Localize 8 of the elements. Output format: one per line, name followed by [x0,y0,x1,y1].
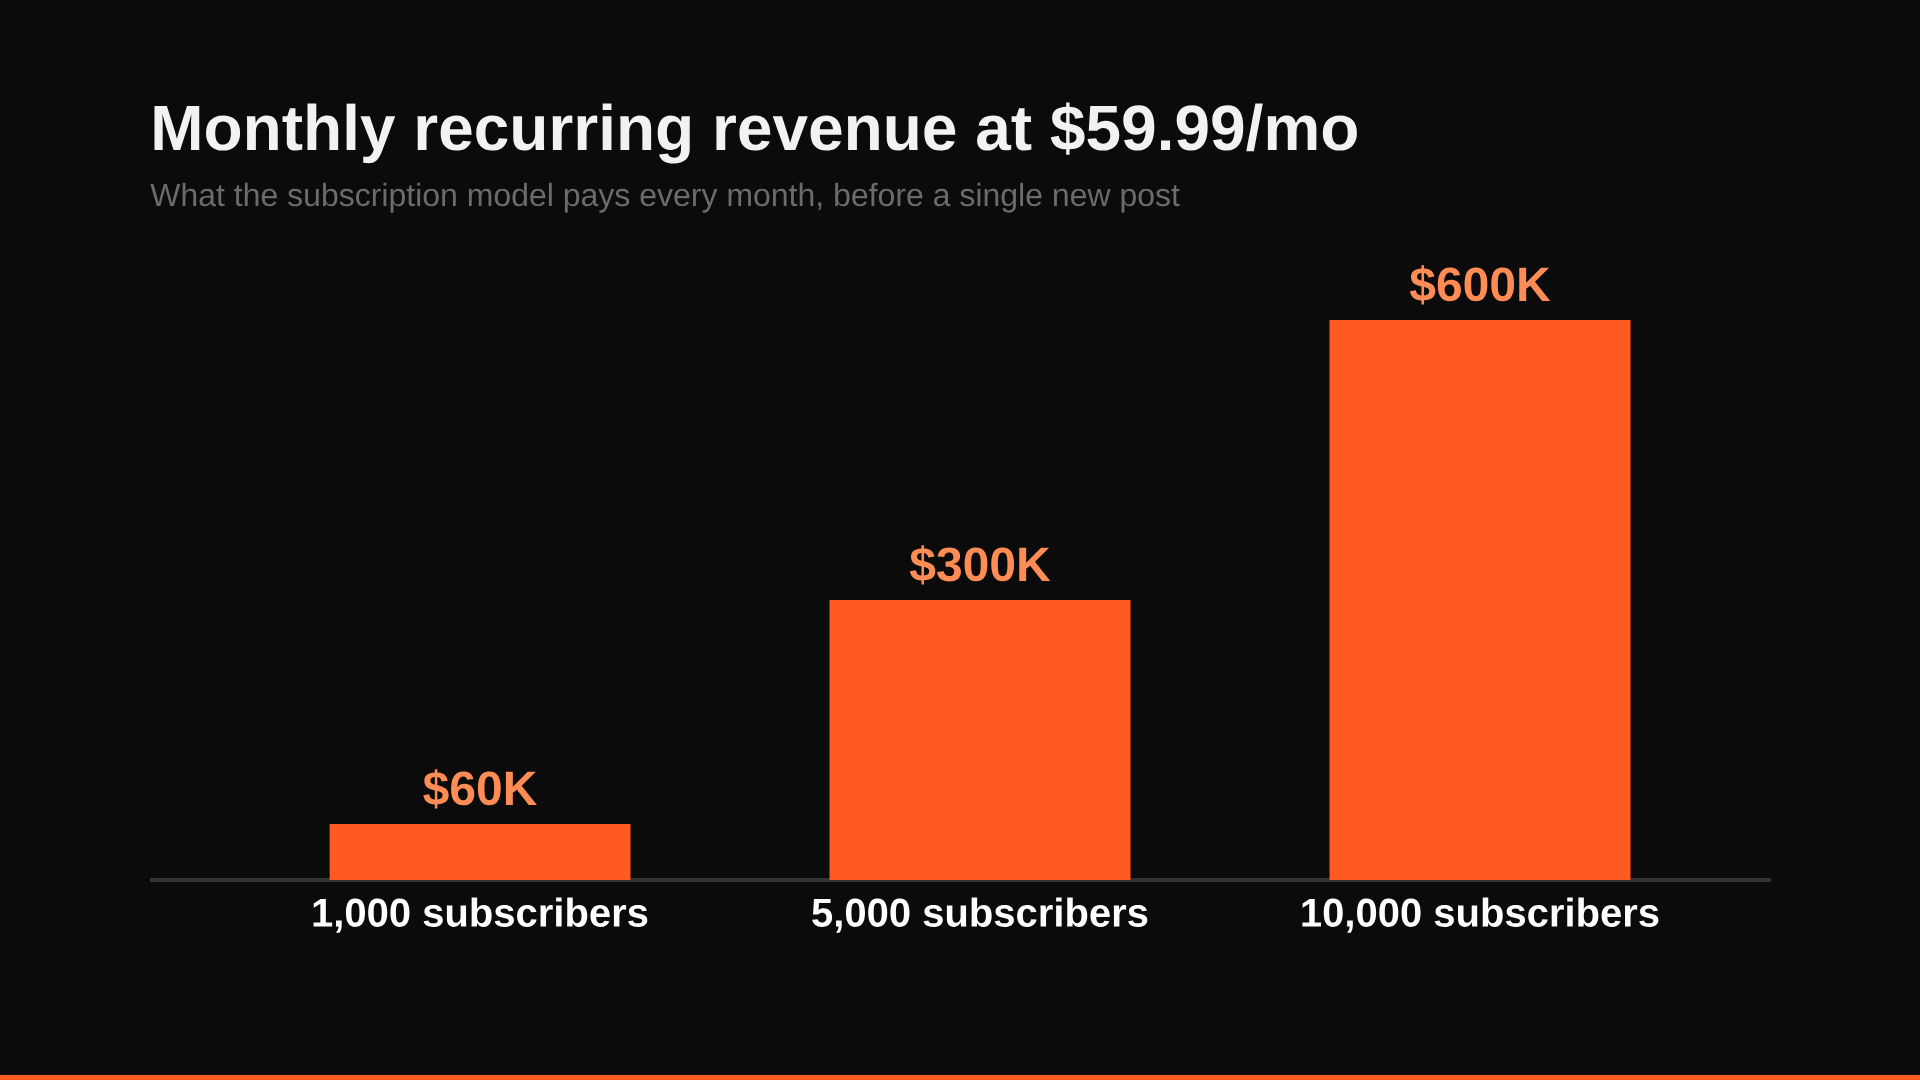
data-label: $600K [1409,265,1551,305]
x-tick-label: 5,000 subscribers [812,897,1148,933]
data-label: $60K [423,769,537,809]
chart-subtitle: What the subscription model pays every month, before a single new post [150,182,1180,213]
data-label: $300K [909,545,1051,585]
chart-title: Monthly recurring revenue at $59.99/mo [154,102,1357,164]
x-tick-label: 10,000 subscribers [1302,897,1659,933]
x-tick-label: 1,000 subscribers [313,897,648,933]
